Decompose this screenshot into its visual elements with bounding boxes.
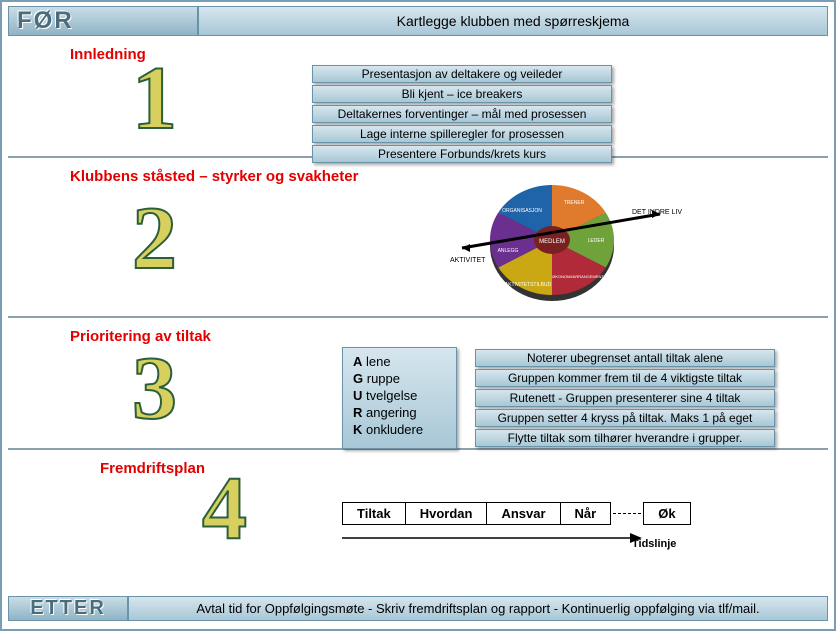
footer-text: Avtal tid for Oppfølgingsmøte - Skriv fr… xyxy=(128,596,828,621)
agurk-line: G ruppe xyxy=(353,371,446,388)
section-3-title: Prioritering av tiltak xyxy=(70,328,824,345)
section-3-number: 3 xyxy=(132,344,177,434)
section-4-number: 4 xyxy=(202,464,247,554)
agurk-row: A lene G ruppe U tvelgelse R angering K … xyxy=(342,347,824,449)
svg-text:TRENER: TRENER xyxy=(564,200,585,206)
timeline-label: Tidslinje xyxy=(632,538,824,550)
plan-extra: Øk xyxy=(643,502,690,525)
plan-col: Ansvar xyxy=(487,502,560,525)
svg-text:ORGANISASJON: ORGANISASJON xyxy=(502,208,542,214)
svg-text:ANLEGG: ANLEGG xyxy=(498,248,519,254)
section-3: Prioritering av tiltak 3 A lene G ruppe … xyxy=(2,318,834,448)
svg-text:LEDER: LEDER xyxy=(588,238,605,244)
section-4: Fremdriftsplan 4 Tiltak Hvordan Ansvar N… xyxy=(2,450,834,560)
pie-center: MEDLEM xyxy=(539,239,565,245)
plan-gap xyxy=(613,513,641,514)
s3-item: Noterer ubegrenset antall tiltak alene xyxy=(475,349,775,367)
footer-left-label: ETTER xyxy=(8,596,128,621)
header-left-label: FØR xyxy=(8,6,198,36)
footer: ETTER Avtal tid for Oppfølgingsmøte - Sk… xyxy=(8,596,828,621)
s3-item: Gruppen setter 4 kryss på tiltak. Maks 1… xyxy=(475,409,775,427)
pie-right-label: DET INDRE LIV xyxy=(632,209,682,216)
pie-left-label: AKTIVITET xyxy=(450,257,486,264)
plan-col: Hvordan xyxy=(406,502,488,525)
plan-col: Tiltak xyxy=(342,502,406,525)
section-3-list: Noterer ubegrenset antall tiltak alene G… xyxy=(475,347,775,449)
s3-item: Rutenett - Gruppen presenterer sine 4 ti… xyxy=(475,389,775,407)
plan-table: Tiltak Hvordan Ansvar Når Øk xyxy=(342,502,824,525)
s1-item: Lage interne spilleregler for prosessen xyxy=(312,125,612,143)
header: FØR Kartlegge klubben med spørreskjema xyxy=(8,6,828,36)
agurk-line: R angering xyxy=(353,405,446,422)
agurk-box: A lene G ruppe U tvelgelse R angering K … xyxy=(342,347,457,449)
section-1-number: 1 xyxy=(132,54,177,144)
plan-col: Når xyxy=(561,502,612,525)
section-2: Klubbens ståsted – styrker og svakheter … xyxy=(2,158,834,316)
svg-text:ØKONOMI/ARRANGEMENT: ØKONOMI/ARRANGEMENT xyxy=(552,274,604,279)
s1-item: Bli kjent – ice breakers xyxy=(312,85,612,103)
s1-item: Deltakernes forventinger – mål med prose… xyxy=(312,105,612,123)
section-1: Innledning 1 Presentasjon av deltakere o… xyxy=(2,36,834,156)
section-1-title: Innledning xyxy=(70,46,824,63)
agurk-line: K onkludere xyxy=(353,422,446,439)
s1-item: Presentasjon av deltakere og veileder xyxy=(312,65,612,83)
s3-item: Gruppen kommer frem til de 4 viktigste t… xyxy=(475,369,775,387)
section-1-list: Presentasjon av deltakere og veileder Bl… xyxy=(312,65,824,163)
agurk-line: U tvelgelse xyxy=(353,388,446,405)
pie-chart: MEDLEM TRENER LEDER ØKONOMI/ARRANGEMENT … xyxy=(432,162,692,317)
header-title: Kartlegge klubben med spørreskjema xyxy=(198,6,828,36)
svg-text:AKTIVITETSTILBUD: AKTIVITETSTILBUD xyxy=(505,282,552,288)
timeline-arrow xyxy=(342,531,642,545)
agurk-line: A lene xyxy=(353,354,446,371)
s3-item: Flytte tiltak som tilhører hverandre i g… xyxy=(475,429,775,447)
pie-svg: MEDLEM TRENER LEDER ØKONOMI/ARRANGEMENT … xyxy=(432,162,692,312)
section-2-number: 2 xyxy=(132,194,177,284)
